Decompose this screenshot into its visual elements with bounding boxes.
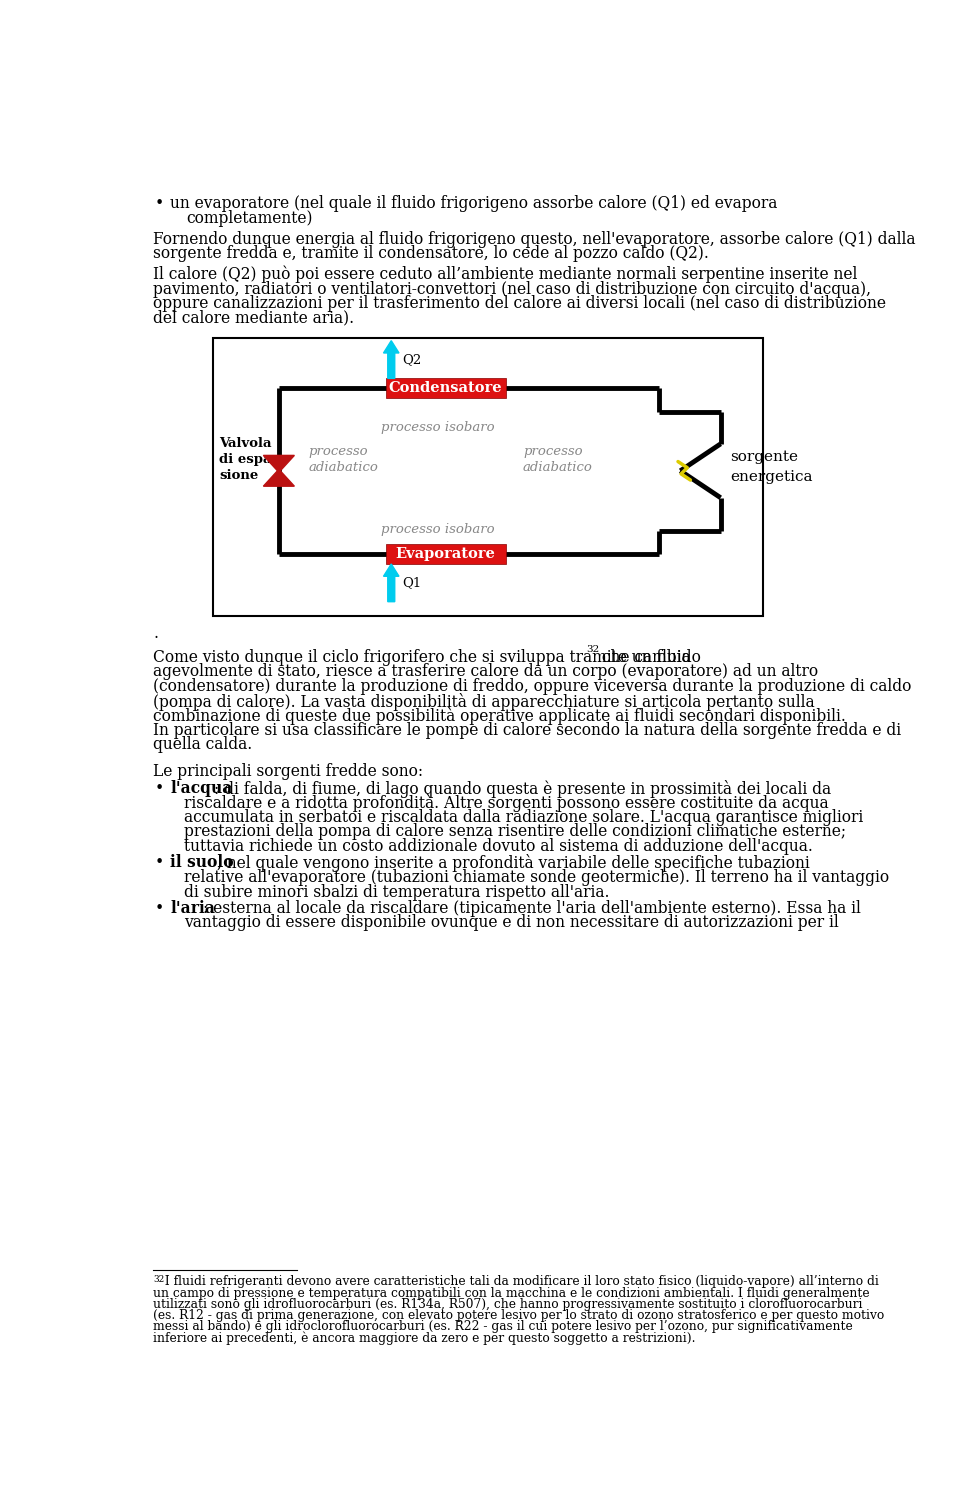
Text: un campo di pressione e temperatura compatibili con la macchina e le condizioni : un campo di pressione e temperatura comp… [154,1286,870,1299]
Text: (es. R12 - gas di prima generazione, con elevato potere lesivo per lo strato di : (es. R12 - gas di prima generazione, con… [154,1308,884,1322]
Text: Condensatore: Condensatore [389,382,502,395]
Text: vantaggio di essere disponibile ovunque e di non necessitare di autorizzazioni p: vantaggio di essere disponibile ovunque … [184,915,839,931]
Text: un evaporatore (nel quale il fluido frigorigeno assorbe calore (Q1) ed evapora: un evaporatore (nel quale il fluido frig… [170,195,778,212]
Text: 32: 32 [587,644,600,653]
Text: messi al bando) e gli idroclorofluorocarburi (es. R22 - gas il cui potere lesivo: messi al bando) e gli idroclorofluorocar… [154,1320,853,1334]
Text: Evaporatore: Evaporatore [396,546,495,561]
Text: Q1: Q1 [402,576,421,590]
Text: Q2: Q2 [402,352,421,365]
Polygon shape [263,456,295,472]
Text: (pompa di calore). La vasta disponibilità di apparecchiature si articola pertant: (pompa di calore). La vasta disponibilit… [154,692,815,710]
Text: Valvola
di espan-
sione: Valvola di espan- sione [219,437,287,481]
Polygon shape [263,469,295,486]
Text: tuttavia richiede un costo addizionale dovuto al sistema di adduzione dell'acqua: tuttavia richiede un costo addizionale d… [184,838,813,855]
Text: .: . [154,625,158,642]
Text: oppure canalizzazioni per il trasferimento del calore ai diversi locali (nel cas: oppure canalizzazioni per il trasferimen… [154,296,886,312]
Text: il suolo: il suolo [170,854,234,872]
Text: processo
adiabatico: processo adiabatico [308,444,378,474]
Text: Come visto dunque il ciclo frigorifero che si sviluppa tramite un fluido: Come visto dunque il ciclo frigorifero c… [154,649,701,665]
Text: inferiore ai precedenti, è ancora maggiore da zero e per questo soggetto a restr: inferiore ai precedenti, è ancora maggio… [154,1331,696,1345]
Text: l'aria: l'aria [170,900,215,916]
Text: l'acqua: l'acqua [170,780,232,796]
Text: Le principali sorgenti fredde sono:: Le principali sorgenti fredde sono: [154,763,423,781]
Text: processo isobaro: processo isobaro [381,420,494,434]
Text: Fornendo dunque energia al fluido frigorigeno questo, nell'evaporatore, assorbe : Fornendo dunque energia al fluido frigor… [154,230,916,248]
Text: agevolmente di stato, riesce a trasferire calore da un corpo (evaporatore) ad un: agevolmente di stato, riesce a trasferir… [154,664,819,680]
Text: che cambia: che cambia [596,649,690,665]
Text: In particolare si usa classificare le pompe di calore secondo la natura della so: In particolare si usa classificare le po… [154,722,901,740]
Text: accumulata in serbatoi e riscaldata dalla radiazione solare. L'acqua garantisce : accumulata in serbatoi e riscaldata dall… [184,809,864,826]
Text: relative all'evaporatore (tubazioni chiamate sonde geotermiche). Il terreno ha i: relative all'evaporatore (tubazioni chia… [184,869,890,887]
Text: •: • [155,900,164,916]
Text: sorgente
energetica: sorgente energetica [730,450,812,484]
Text: del calore mediante aria).: del calore mediante aria). [154,310,354,327]
Text: processo isobaro: processo isobaro [381,523,494,536]
Text: prestazioni della pompa di calore senza risentire delle condizioni climatiche es: prestazioni della pompa di calore senza … [184,824,847,841]
Text: •: • [155,195,164,212]
Text: •: • [155,780,164,796]
Text: completamente): completamente) [186,209,312,227]
Text: utilizzati sono gli idrofluorocarburi (es. R134a, R507), che hanno progressivame: utilizzati sono gli idrofluorocarburi (e… [154,1298,863,1311]
Text: (condensatore) durante la produzione di freddo, oppure viceversa durante la prod: (condensatore) durante la produzione di … [154,679,912,695]
Bar [213,339,763,616]
Text: •: • [155,854,164,872]
Text: Il calore (Q2) può poi essere ceduto all’ambiente mediante normali serpentine in: Il calore (Q2) può poi essere ceduto all… [154,266,857,284]
Text: : di falda, di fiume, di lago quando questa è presente in prossimità dei locali : : di falda, di fiume, di lago quando que… [214,780,831,797]
Text: , nel quale vengono inserite a profondità variabile delle specifiche tubazioni: , nel quale vengono inserite a profondit… [217,854,809,872]
Text: : esterna al locale da riscaldare (tipicamente l'aria dell'ambiente esterno). Es: : esterna al locale da riscaldare (tipic… [203,900,861,916]
Text: combinazione di queste due possibilità operative applicate ai fluidi secondari d: combinazione di queste due possibilità o… [154,707,846,725]
Text: di subire minori sbalzi di temperatura rispetto all'aria.: di subire minori sbalzi di temperatura r… [184,884,610,900]
Bar [386,544,506,564]
Bar [386,379,506,398]
Text: pavimento, radiatori o ventilatori-convettori (nel caso di distribuzione con cir: pavimento, radiatori o ventilatori-conve… [154,281,872,297]
Text: 32: 32 [154,1276,164,1285]
FancyArrow shape [383,564,399,601]
FancyArrow shape [383,340,399,379]
Text: riscaldare e a ridotta profondità. Altre sorgenti possono essere costituite da a: riscaldare e a ridotta profondità. Altre… [184,794,828,812]
Text: quella calda.: quella calda. [154,737,252,753]
Text: I fluidi refrigeranti devono avere caratteristiche tali da modificare il loro st: I fluidi refrigeranti devono avere carat… [161,1276,879,1289]
Text: processo
adiabatico: processo adiabatico [523,444,593,474]
Text: sorgente fredda e, tramite il condensatore, lo cede al pozzo caldo (Q2).: sorgente fredda e, tramite il condensato… [154,245,709,263]
